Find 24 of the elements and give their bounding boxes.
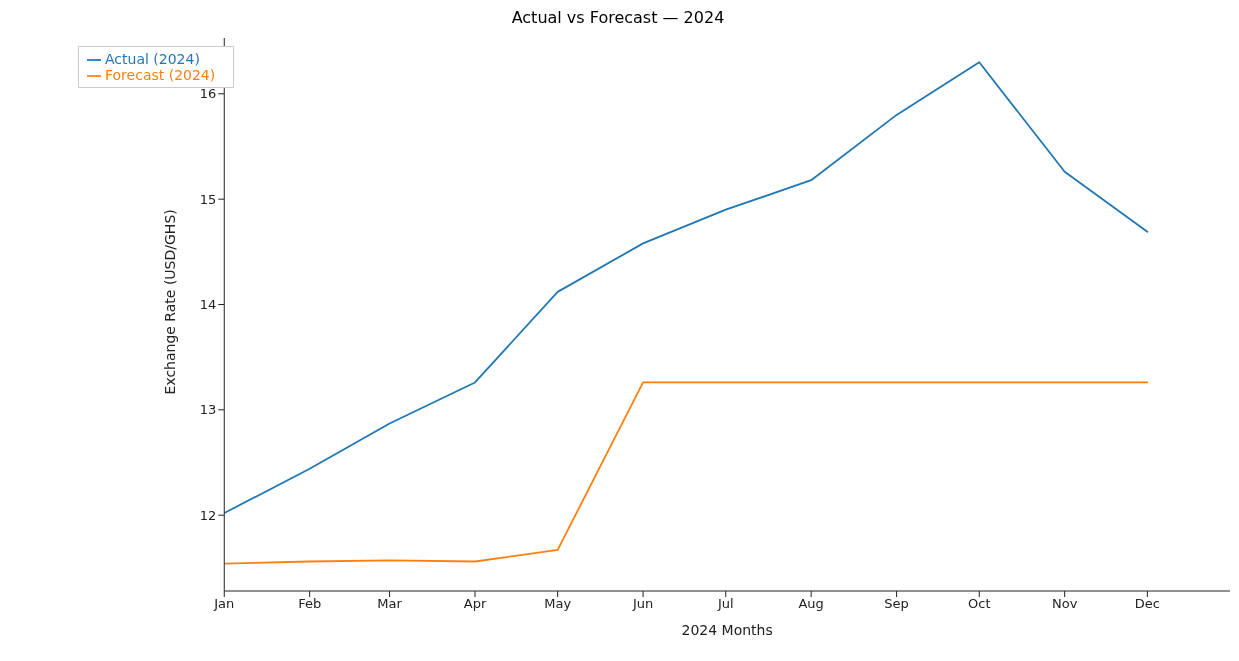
- x-tick-label: Jun: [631, 596, 654, 612]
- legend-label: Forecast (2024): [105, 67, 216, 83]
- x-tick-label: Feb: [298, 596, 322, 612]
- x-tick-label: Mar: [377, 596, 403, 612]
- x-tick-label: Dec: [1134, 596, 1160, 612]
- x-tick-label: Apr: [463, 596, 487, 612]
- x-tick-label: Nov: [1051, 596, 1078, 612]
- x-tick-label: May: [544, 596, 572, 612]
- y-tick-label: 12: [199, 507, 217, 523]
- y-axis-title: Exchange Rate (USD/GHS): [162, 209, 179, 395]
- x-tick-label: Jan: [213, 596, 235, 612]
- legend-label: Actual (2024): [105, 51, 200, 67]
- x-tick-label: Aug: [798, 596, 824, 612]
- y-tick-label: 13: [199, 402, 217, 418]
- x-tick-label: Jul: [716, 596, 734, 612]
- line-series: [224, 381, 1149, 565]
- x-tick-label: Sep: [884, 596, 909, 612]
- y-tick-label: 14: [199, 297, 217, 313]
- line-series: [224, 61, 1149, 514]
- x-tick-label: Oct: [968, 596, 991, 612]
- y-tick-label: 15: [199, 191, 217, 207]
- chart-title: Actual vs Forecast — 2024: [510, 8, 726, 29]
- y-tick-label: 16: [199, 86, 217, 102]
- x-axis-title: 2024 Months: [681, 622, 773, 638]
